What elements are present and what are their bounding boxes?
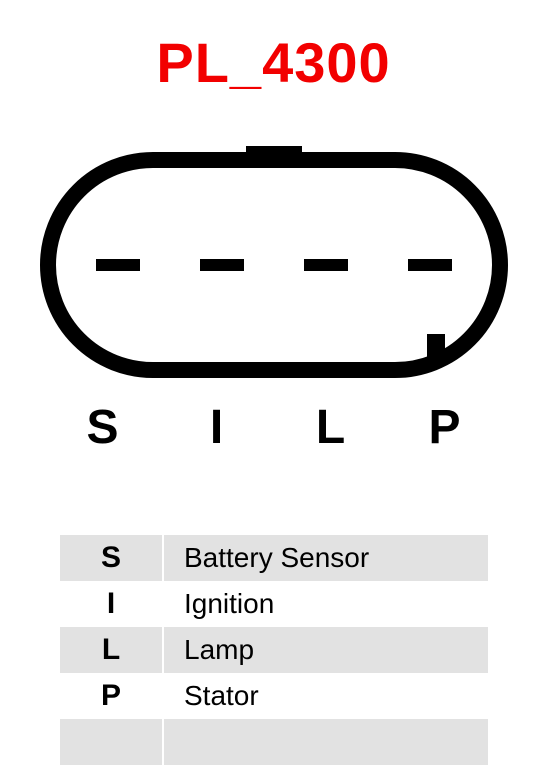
pin-label: S xyxy=(83,400,123,455)
pin-label: I xyxy=(197,400,237,455)
legend-table: SBattery SensorIIgnitionLLampPStator xyxy=(60,535,490,765)
part-number-title: PL_4300 xyxy=(0,30,547,95)
pin-label: L xyxy=(311,400,351,455)
table-row xyxy=(60,719,489,765)
legend-description: Battery Sensor xyxy=(163,535,489,581)
table-row: PStator xyxy=(60,673,489,719)
legend-symbol: L xyxy=(60,627,163,673)
legend-description: Stator xyxy=(163,673,489,719)
legend-symbol xyxy=(60,719,163,765)
legend-symbol: P xyxy=(60,673,163,719)
legend-description: Lamp xyxy=(163,627,489,673)
legend-description: Ignition xyxy=(163,581,489,627)
connector-diagram xyxy=(0,130,547,395)
table-row: IIgnition xyxy=(60,581,489,627)
legend-symbol: S xyxy=(60,535,163,581)
table-row: LLamp xyxy=(60,627,489,673)
pin-labels-row: S I L P xyxy=(0,400,547,455)
pin-label: P xyxy=(425,400,465,455)
legend-symbol: I xyxy=(60,581,163,627)
table-row: SBattery Sensor xyxy=(60,535,489,581)
legend-description xyxy=(163,719,489,765)
